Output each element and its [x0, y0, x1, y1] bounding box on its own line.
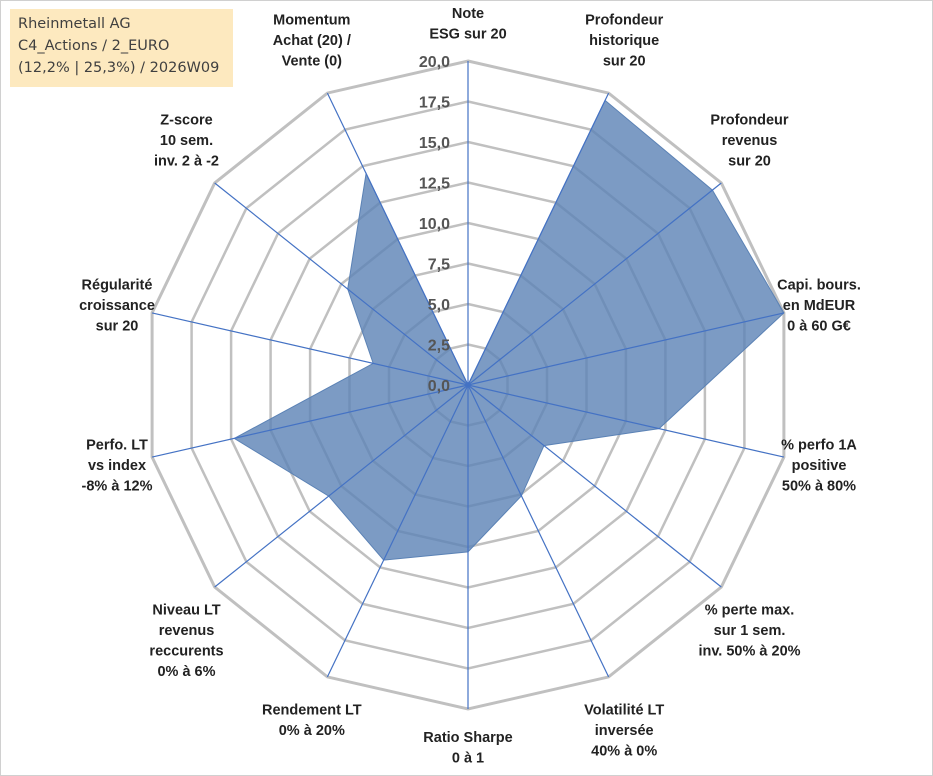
portfolio-category: C4_Actions / 2_EURO — [18, 38, 170, 54]
info-box: Rheinmetall AG C4_Actions / 2_EURO (12,2… — [10, 9, 233, 87]
axis-label: Note ESG sur 20 — [429, 6, 506, 43]
axis-label: Z-score 10 sem. inv. 2 à -2 — [154, 113, 219, 170]
axis-label: Profondeur historique sur 20 — [585, 13, 663, 70]
tick-label: 7,5 — [428, 257, 450, 274]
radial-tick-labels: 0,0 2,5 5,0 7,5 10,0 12,5 15,0 17,5 20,0 — [419, 54, 450, 395]
company-name: Rheinmetall AG — [18, 16, 131, 32]
axis-label: Niveau LT revenus reccurents 0% à 6% — [149, 603, 223, 681]
axis-spoke — [467, 312, 785, 386]
axis-spoke — [326, 92, 469, 386]
axis-spoke — [151, 312, 469, 386]
tick-label: 20,0 — [419, 54, 450, 71]
tick-label: 17,5 — [419, 95, 450, 112]
axis-spoke — [214, 384, 469, 588]
tick-label: 10,0 — [419, 216, 450, 233]
axis-spoke — [467, 182, 722, 386]
axis-label: Ratio Sharpe 0 à 1 — [423, 730, 512, 767]
axis-label: Volatilité LT inversée 40% à 0% — [584, 702, 664, 759]
axis-spoke — [467, 384, 610, 678]
axis-label: Régularité croissance sur 20 — [79, 277, 155, 334]
performance-period: (12,2% | 25,3%) / 2026W09 — [18, 60, 220, 76]
axis-label: Momentum Achat (20) / Vente (0) — [273, 13, 351, 70]
axis-label: Profondeur revenus sur 20 — [710, 113, 788, 170]
axis-label: Capi. bours. en MdEUR 0 à 60 G€ — [777, 277, 861, 334]
tick-label: 15,0 — [419, 135, 450, 152]
axis-label: Rendement LT 0% à 20% — [262, 702, 362, 739]
tick-label: 5,0 — [428, 297, 450, 314]
tick-label: 2,5 — [428, 338, 450, 355]
axis-label: % perfo 1A positive 50% à 80% — [781, 438, 857, 495]
tick-label: 0,0 — [428, 378, 450, 395]
axis-spoke — [326, 384, 469, 678]
axis-spoke — [467, 92, 610, 386]
axis-spoke — [151, 384, 469, 458]
axis-spoke — [467, 384, 785, 458]
axis-spoke — [214, 182, 469, 386]
tick-label: 12,5 — [419, 176, 450, 193]
axis-labels: Note ESG sur 20 Profondeur historique sur 20… — [79, 6, 861, 767]
series-area — [233, 99, 785, 561]
axis-label: Perfo. LT vs index -8% à 12% — [82, 438, 153, 495]
axis-label: % perte max. sur 1 sem. inv. 50% à 20% — [698, 603, 800, 660]
axis-spoke — [467, 384, 722, 588]
radar-spokes — [151, 61, 785, 709]
